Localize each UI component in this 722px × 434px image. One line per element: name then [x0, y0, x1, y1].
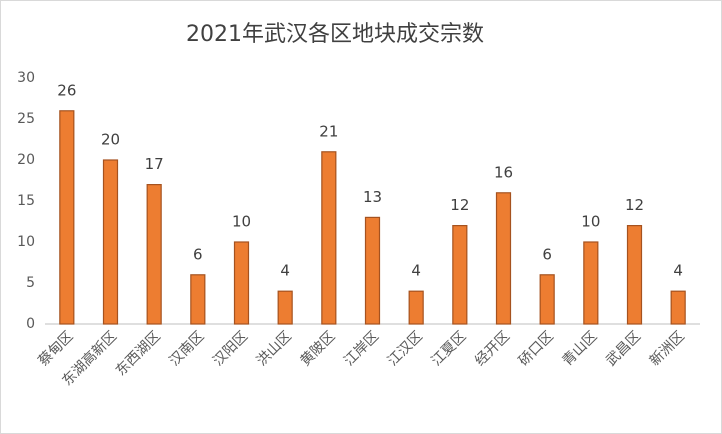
y-tick-label: 15: [17, 193, 35, 209]
data-label: 6: [193, 245, 203, 263]
data-label: 6: [542, 245, 552, 263]
bar: [190, 274, 206, 325]
data-label: 10: [232, 213, 251, 231]
data-label: 12: [625, 196, 644, 214]
bar: [146, 184, 162, 325]
data-label: 4: [411, 262, 421, 280]
bar: [539, 274, 555, 325]
data-label: 10: [581, 213, 600, 231]
bar: [495, 192, 512, 325]
data-label: 4: [673, 262, 683, 280]
bar: [626, 225, 643, 325]
bar: [364, 216, 381, 325]
bar: [583, 241, 599, 325]
bar: [408, 290, 424, 325]
data-label: 17: [145, 155, 164, 173]
bar: [59, 110, 75, 325]
y-tick-label: 20: [17, 152, 35, 168]
bar: [233, 241, 250, 325]
data-label: 4: [280, 262, 290, 280]
bar: [277, 290, 293, 325]
data-label: 16: [494, 163, 513, 181]
y-tick-label: 10: [17, 234, 35, 250]
data-label: 13: [363, 188, 382, 206]
data-label: 20: [101, 131, 120, 149]
data-label: 26: [57, 81, 76, 99]
bar: [321, 151, 337, 325]
bar: [102, 159, 119, 325]
y-tick-label: 0: [26, 316, 35, 332]
bar: [452, 225, 468, 325]
data-label: 21: [319, 122, 338, 140]
y-tick-label: 30: [17, 70, 35, 86]
data-label: 12: [450, 196, 469, 214]
y-tick-label: 5: [26, 275, 35, 291]
y-tick-label: 25: [17, 111, 35, 127]
bar: [670, 290, 686, 325]
chart-title: 2021年武汉各区地块成交宗数: [186, 22, 484, 47]
